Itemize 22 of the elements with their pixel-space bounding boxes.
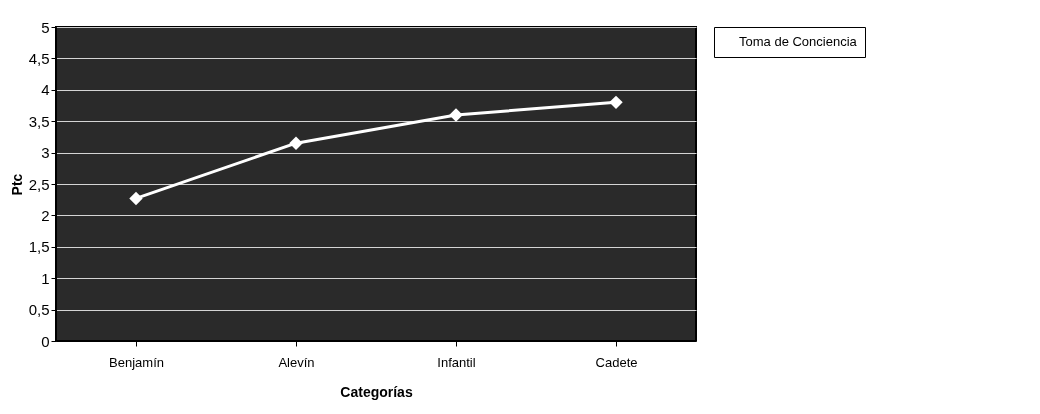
x-axis-title: Categorías [340, 383, 413, 400]
y-tick-label: 1 [41, 269, 50, 287]
y-tick-label: 2 [41, 206, 50, 224]
text: Toma de Conciencia [739, 33, 858, 49]
point [609, 95, 623, 110]
point [129, 191, 143, 206]
y-tick-label: 0,5 [28, 301, 50, 319]
y-tick-label: 5 [41, 18, 50, 36]
point [289, 136, 303, 150]
y-tick-label: 4,5 [28, 49, 50, 67]
x-tick-label: Cadete [595, 354, 638, 370]
y-axis-title: Ptc [8, 173, 25, 196]
y-tick-label: 4 [41, 81, 50, 99]
y-tick-label: 3 [41, 144, 50, 162]
point [449, 108, 463, 122]
y-tick-label: 2,5 [28, 175, 50, 193]
y-tick-label: 3,5 [28, 112, 50, 130]
y-tick-label: 1,5 [28, 238, 50, 256]
x-tick-label: Alevín [278, 354, 315, 370]
x-tick-label: Benjamín [109, 354, 164, 370]
x-tick-label: Infantil [437, 354, 476, 370]
y-tick-label: 0 [41, 332, 50, 350]
